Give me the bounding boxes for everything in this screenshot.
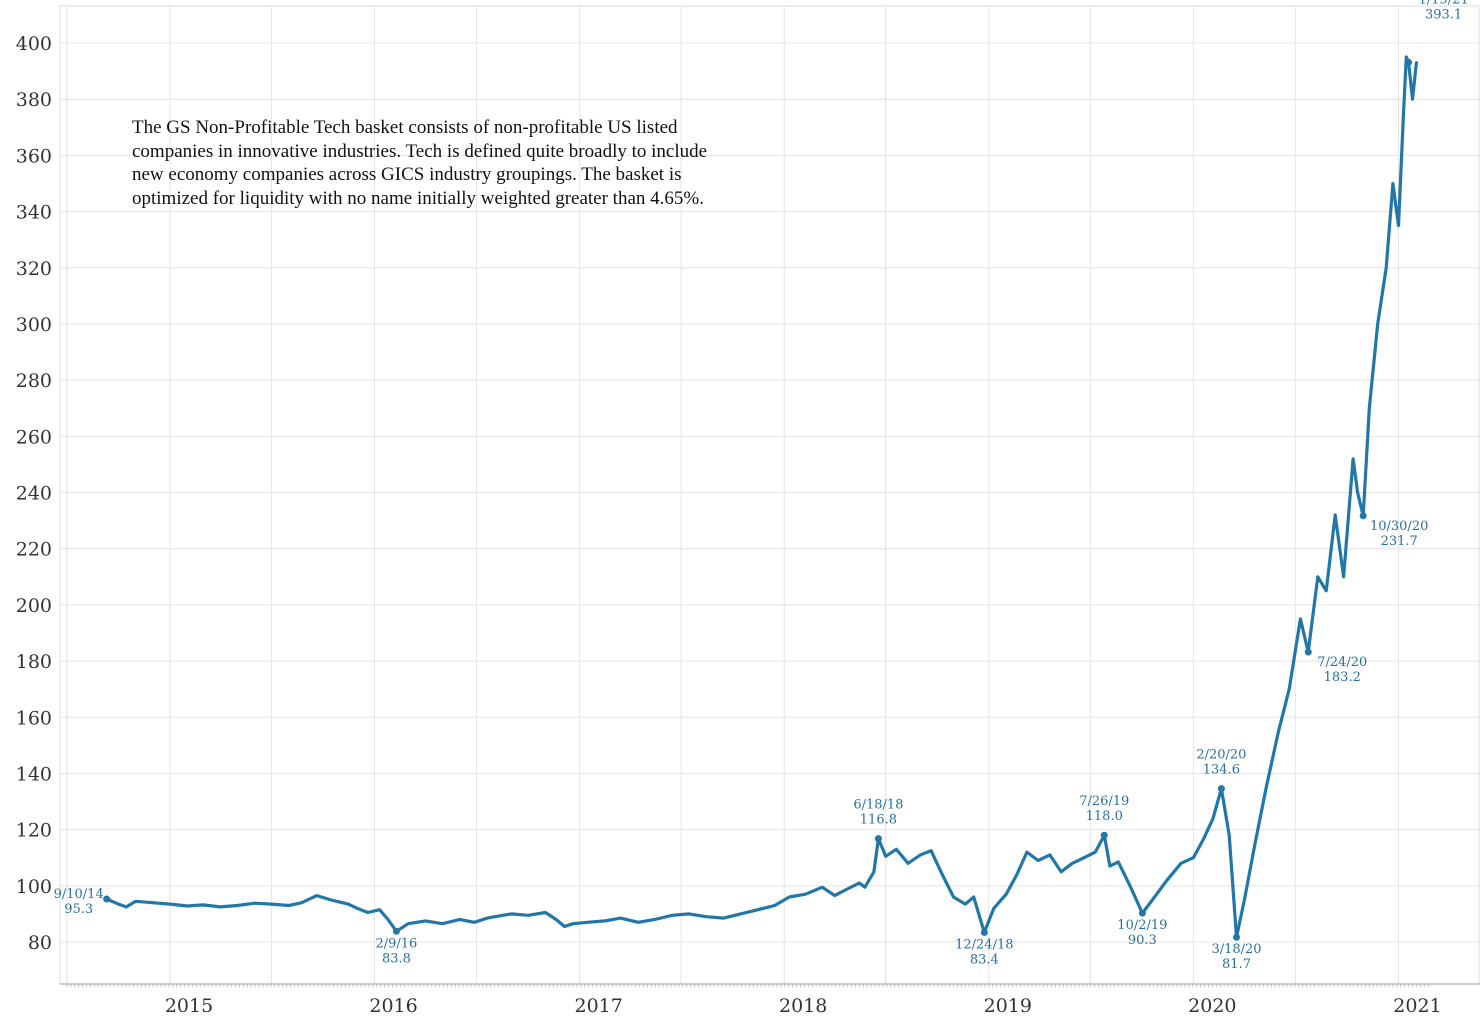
annotation-value-label: 116.8 (860, 813, 897, 828)
y-tick-label: 220 (16, 539, 52, 561)
y-tick-label: 100 (16, 876, 52, 898)
basket-description: The GS Non-Profitable Tech basket consis… (132, 116, 852, 210)
annotation-date-label: 2/20/20 (1196, 748, 1246, 763)
basket-description-line: optimized for liquidity with no name ini… (132, 187, 704, 209)
x-tick-label: 2018 (779, 995, 827, 1017)
basket-description-line: The GS Non-Profitable Tech basket consis… (132, 117, 678, 138)
annotation-date-label: 6/18/18 (853, 798, 903, 813)
annotation-value-label: 118.0 (1086, 809, 1123, 824)
annotation-point (1304, 648, 1312, 656)
annotation-date-label: 7/26/19 (1079, 794, 1129, 809)
y-tick-label: 140 (16, 763, 52, 785)
annotation-value-label: 183.2 (1324, 670, 1361, 685)
annotation-point (1217, 785, 1225, 793)
annotation-date-label: 2/9/16 (375, 936, 417, 951)
x-tick-label: 2017 (575, 995, 623, 1017)
annotation-point (874, 835, 882, 843)
annotation-value-label: 83.8 (382, 951, 411, 966)
x-tick-label: 2016 (369, 995, 417, 1017)
x-tick-label: 2020 (1188, 995, 1236, 1017)
annotation-value-label: 81.7 (1222, 957, 1251, 972)
y-tick-label: 360 (16, 145, 52, 167)
annotation-point (1100, 831, 1108, 839)
annotation-point (1359, 512, 1367, 520)
y-tick-label: 280 (16, 370, 52, 392)
y-tick-label: 120 (16, 820, 52, 842)
y-tick-label: 340 (16, 202, 52, 224)
y-tick-label: 380 (16, 89, 52, 111)
y-tick-label: 300 (16, 314, 52, 336)
annotation-point (1138, 909, 1146, 917)
y-tick-label: 180 (16, 651, 52, 673)
x-tick-label: 2019 (984, 995, 1032, 1017)
series-line (105, 55, 1418, 939)
annotation-date-label: 10/30/20 (1370, 519, 1428, 534)
annotation-value-label: 231.7 (1381, 534, 1418, 549)
y-tick-label: 320 (16, 258, 52, 280)
annotation-value-label: 134.6 (1203, 763, 1240, 778)
basket-description-line: companies in innovative industries. Tech… (132, 140, 708, 162)
annotation-point (392, 927, 400, 935)
y-tick-label: 260 (16, 426, 52, 448)
x-tick-label: 2021 (1393, 995, 1441, 1017)
annotation-value-label: 393.1 (1425, 7, 1462, 22)
annotation-value-label: 90.3 (1128, 933, 1157, 948)
annotation-point (1233, 933, 1241, 941)
annotation-date-label: 9/10/14 (54, 887, 104, 902)
annotation-date-label: 7/24/20 (1317, 655, 1367, 670)
annotation-date-label: 10/2/19 (1117, 918, 1167, 933)
annotation-date-label: 12/24/18 (955, 937, 1013, 952)
annotation-point (103, 895, 111, 903)
x-tick-label: 2015 (165, 995, 213, 1017)
annotation-value-label: 95.3 (64, 902, 93, 917)
y-tick-label: 200 (16, 595, 52, 617)
basket-description-line: new economy companies across GICS indust… (132, 164, 682, 185)
y-tick-label: 80 (28, 932, 52, 954)
annotation-date-label: 3/18/20 (1211, 942, 1261, 957)
annotation-value-label: 83.4 (970, 952, 999, 967)
annotation-point (1405, 58, 1413, 66)
y-tick-label: 240 (16, 483, 52, 505)
annotation-point (980, 928, 988, 936)
y-tick-label: 160 (16, 707, 52, 729)
y-tick-label: 400 (16, 33, 52, 55)
annotation-date-label: 1/19/21 (1419, 0, 1469, 7)
